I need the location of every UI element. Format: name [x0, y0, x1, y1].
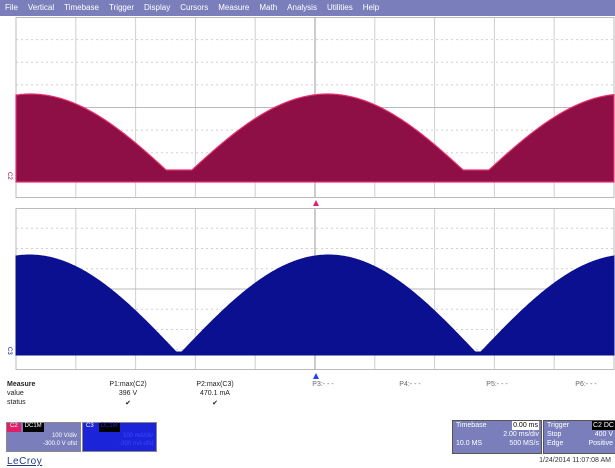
measure-p1-status: ✔: [125, 400, 131, 407]
c3-descriptor-box[interactable]: C3 DC1M 100 mA/div -300 mA ofst: [82, 422, 157, 452]
measure-p2-status: ✔: [212, 400, 218, 407]
c3-waveform: [15, 254, 615, 356]
menu-file[interactable]: File: [5, 3, 18, 12]
c2-waveform: [15, 93, 615, 183]
c2-descriptor-box[interactable]: C2 DC1M 100 V/div -300.0 V ofst: [6, 422, 81, 452]
trigger-level-marker: [313, 200, 319, 206]
status-row-label: status: [7, 399, 26, 406]
menu-bar: File Vertical Timebase Trigger Display Cursor…: [0, 0, 615, 16]
trigger-slope: Positive: [588, 440, 613, 447]
lecroy-logo: LeCroy: [7, 456, 43, 467]
trigger-source: C2 DC: [591, 421, 615, 430]
c3-trace-label: C3: [6, 347, 12, 355]
c2-trace-area: [15, 17, 615, 198]
c2-waveform-grid[interactable]: [0, 17, 615, 198]
measure-p6-name[interactable]: P6:- - -: [575, 381, 597, 388]
trigger-type: Edge: [547, 440, 564, 447]
timebase-memory: 10.0 MS: [456, 440, 483, 447]
menu-trigger[interactable]: Trigger: [108, 3, 134, 12]
trigger-time-marker: [313, 373, 319, 379]
timebase-box[interactable]: Timebase 0.00 ms 2.00 ms/div 10.0 MS 500 M…: [452, 420, 542, 454]
trigger-box[interactable]: Trigger C2 DC Stop 400 V Edge Positive: [543, 420, 615, 454]
timebase-per-div: 2.00 ms/div: [503, 431, 539, 438]
menu-cursors[interactable]: Cursors: [180, 3, 209, 12]
menu-math[interactable]: Math: [259, 3, 278, 12]
c2-coupling: DC1M: [22, 423, 44, 432]
menu-analysis[interactable]: Analysis: [287, 3, 317, 12]
measure-p2-value: 470.1 mA: [200, 390, 230, 397]
measure-title: Measure: [7, 381, 36, 388]
menu-vertical[interactable]: Vertical: [27, 3, 55, 12]
c3-scale: 100 mA/div: [122, 433, 153, 439]
measure-p3-name[interactable]: P3:- - -: [312, 381, 334, 388]
c3-waveform-grid[interactable]: [0, 208, 615, 370]
c2-offset: -300.0 V ofst: [42, 441, 77, 447]
value-row-label: value: [7, 390, 24, 397]
measure-p1-value: 396 V: [118, 390, 138, 397]
menu-utilities[interactable]: Utilities: [326, 3, 353, 12]
measure-p2-name[interactable]: P2:max(C3): [196, 381, 234, 388]
menu-display[interactable]: Display: [144, 3, 171, 12]
c2-trace-label: C2: [6, 172, 12, 180]
date-time: 1/24/2014 11:07:08 AM: [539, 457, 611, 464]
measure-table: Measure value status P1:max(C2) 396 V ✔ P2:…: [0, 381, 615, 421]
measure-p1-name[interactable]: P1:max(C2): [109, 381, 147, 388]
c3-offset: -300 mA ofst: [119, 441, 153, 447]
c3-trace-area: [15, 208, 615, 370]
c3-tag: C3: [83, 423, 97, 432]
trigger-mode: Stop: [547, 431, 562, 438]
menu-measure[interactable]: Measure: [218, 3, 250, 12]
measure-p4-name[interactable]: P4:- - -: [399, 381, 421, 388]
trigger-level: 400 V: [594, 431, 613, 438]
c2-tag: C2: [7, 423, 21, 432]
timebase-rate: 500 MS/s: [509, 440, 539, 447]
menu-help[interactable]: Help: [362, 3, 380, 12]
trigger-label: Trigger: [547, 422, 569, 429]
timebase-label: Timebase: [456, 422, 487, 429]
c3-coupling: DC1M: [98, 423, 120, 432]
timebase-delay: 0.00 ms: [512, 421, 539, 430]
measure-p5-name[interactable]: P5:- - -: [486, 381, 508, 388]
c2-scale: 100 V/div: [51, 433, 77, 439]
menu-timebase[interactable]: Timebase: [64, 3, 99, 12]
